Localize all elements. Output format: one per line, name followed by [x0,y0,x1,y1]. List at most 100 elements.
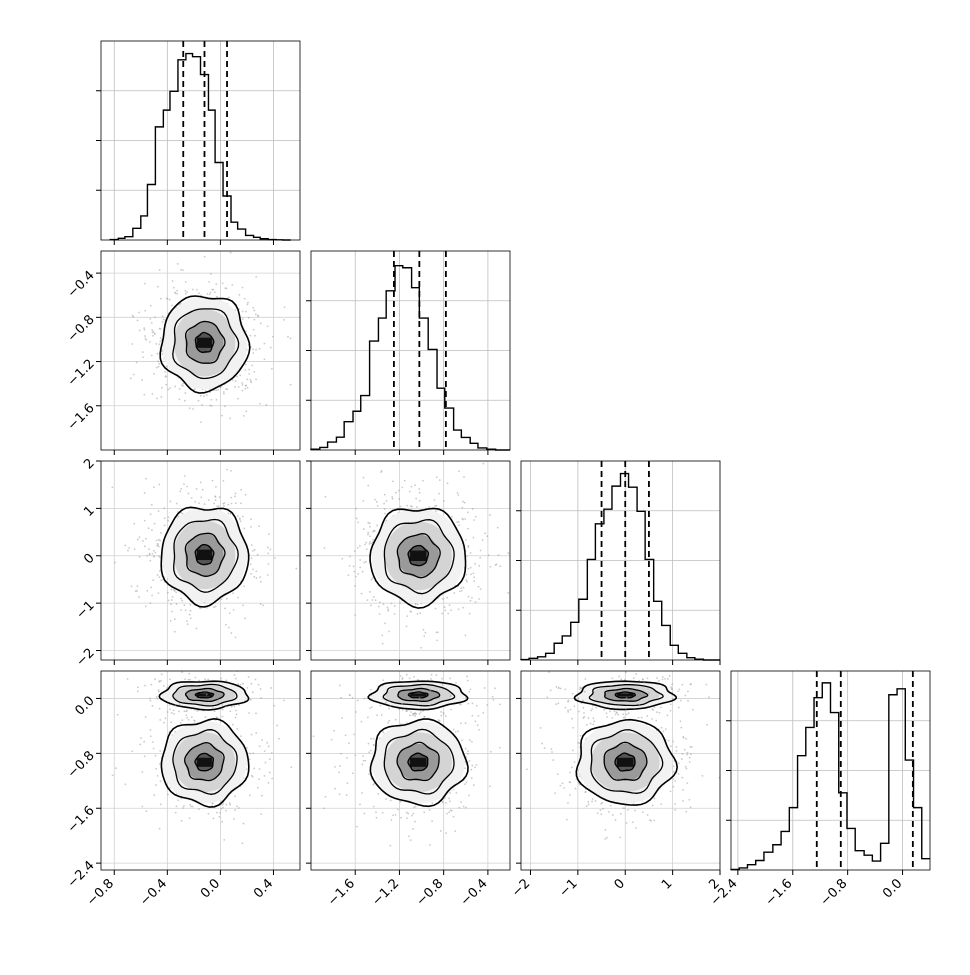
scatter-point [458,524,461,527]
scatter-point [157,689,160,692]
scatter-point [244,493,247,496]
scatter-point [418,713,421,715]
scatter-point [208,293,211,296]
scatter-point [143,545,146,548]
scatter-point [361,570,364,573]
scatter-point [234,386,236,388]
scatter-point [435,476,438,478]
scatter-point [230,469,232,472]
scatter-point [406,710,408,713]
scatter-point [257,315,260,317]
scatter-point [441,612,444,615]
contour-line-4-1-2 [396,741,440,782]
scatter-point [571,766,573,769]
scatter-point [205,606,208,609]
scatter-point [263,750,266,752]
scatter-point [115,767,118,770]
density-peak-2-0 [410,550,427,561]
scatter-point [241,842,244,845]
scatter-point [473,519,475,521]
scatter-point [491,695,494,698]
scatter-point [116,713,119,716]
scatter-point [416,613,419,615]
tick-label-x-2-0: −2 [509,876,533,900]
scatter-point [151,741,154,744]
scatter-point [261,794,263,797]
scatter-point [185,690,188,693]
scatter-point [209,404,212,407]
scatter-point [250,526,252,528]
scatter-point [221,820,224,823]
scatter-point [182,384,184,387]
scatter-point [160,386,163,389]
scatter-point [221,703,224,706]
scatter-point [458,590,461,593]
scatter-point [483,687,486,689]
scatter-point [183,475,186,477]
scatter-point [324,795,327,798]
scatter-point [130,585,133,588]
scatter-point [245,310,247,313]
scatter-point [165,383,168,386]
scatter-point [444,715,447,718]
scatter-point [372,783,375,786]
scatter-point [369,604,372,607]
scatter-point [258,778,260,780]
scatter-point [290,766,293,769]
scatter-point [141,805,144,808]
scatter-point [382,697,384,700]
scatter-point [312,735,315,738]
scatter-point [157,545,160,548]
scatter-point [672,785,675,788]
scatter-point [178,710,180,713]
scatter-point [252,568,254,571]
scatter-point [145,339,148,341]
scatter-point [465,579,468,581]
scatter-point [651,708,654,711]
scatter-point [679,720,682,723]
scatter-point [131,314,134,317]
scatter-point [438,697,441,700]
scatter-point [573,761,576,764]
scatter-point [428,506,431,508]
scatter-point [144,716,147,718]
scatter-point [168,787,171,789]
scatter-point [369,590,371,593]
scatter-point [189,617,192,620]
density-peak-5-0 [616,693,634,697]
scatter-point [389,844,392,847]
tick-label-x-3-1: −1.6 [763,876,796,909]
scatter-point [248,373,251,375]
scatter-point [461,739,463,742]
scatter-point [225,809,227,812]
scatter-point [583,690,586,693]
scatter-point [259,322,262,325]
scatter-point [391,497,394,500]
scatter-point [189,604,192,606]
scatter-point [157,538,160,541]
scatter-point [156,697,159,700]
scatter-point [250,572,252,575]
scatter-point [681,683,684,686]
scatter-point [268,771,271,774]
scatter-point [473,580,476,583]
scatter-point [420,602,423,605]
scatter-point [169,500,172,503]
scatter-point [267,782,270,784]
scatter-point [457,494,460,496]
scatter-point [459,703,462,706]
scatter-point [150,321,153,324]
scatter-point [241,310,244,313]
scatter-point [413,676,415,678]
scatter-point [241,682,244,685]
scatter-point [360,720,363,723]
scatter-point [180,819,183,822]
scatter-point [593,720,596,723]
scatter-point [333,729,336,732]
scatter-point [498,746,501,749]
scatter-point [140,737,143,739]
contour-line-5-0-1 [588,683,664,707]
scatter-point [687,699,689,702]
tick-label-y-2-1: −1 [73,598,97,622]
scatter-point [176,263,179,265]
